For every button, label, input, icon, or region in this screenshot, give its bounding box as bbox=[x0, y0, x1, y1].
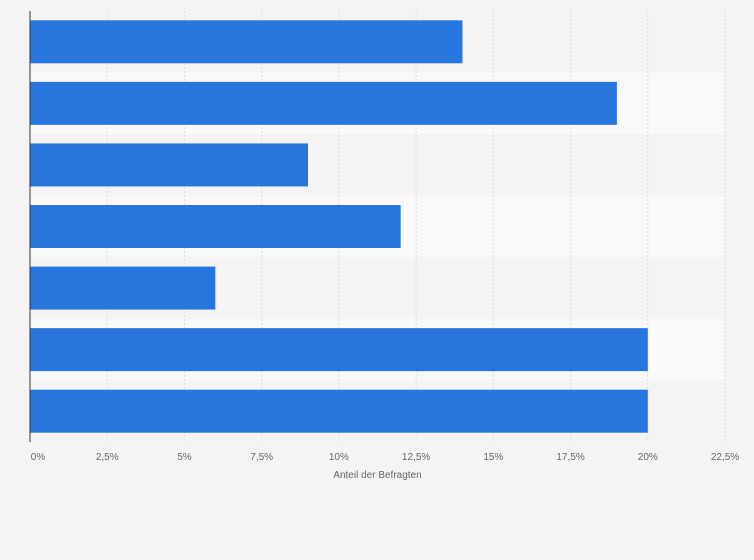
bar[interactable] bbox=[30, 81, 617, 125]
x-tick-label: 7,5% bbox=[250, 452, 273, 463]
x-tick-label: 17,5% bbox=[556, 452, 584, 463]
x-tick-label: 15% bbox=[483, 452, 503, 463]
x-tick-label: 0% bbox=[31, 452, 46, 463]
x-tick-label: 2,5% bbox=[96, 452, 119, 463]
x-tick-label: 20% bbox=[638, 452, 658, 463]
bar[interactable] bbox=[30, 328, 648, 372]
bar[interactable] bbox=[30, 143, 308, 187]
x-axis-ticks: 0% 2,5% 5% 7,5% 10% 12,5% 15% 17,5% 20% 22,5% bbox=[31, 452, 740, 463]
x-axis-title: Anteil der Befragten bbox=[333, 470, 421, 481]
x-tick-label: 5% bbox=[177, 452, 192, 463]
bar[interactable] bbox=[30, 20, 463, 64]
x-tick-label: 12,5% bbox=[402, 452, 430, 463]
bar[interactable] bbox=[30, 389, 648, 433]
bar[interactable] bbox=[30, 266, 216, 310]
bars bbox=[30, 20, 648, 433]
x-tick-label: 22,5% bbox=[711, 452, 739, 463]
x-tick-label: 10% bbox=[329, 452, 349, 463]
bar[interactable] bbox=[30, 205, 401, 248]
